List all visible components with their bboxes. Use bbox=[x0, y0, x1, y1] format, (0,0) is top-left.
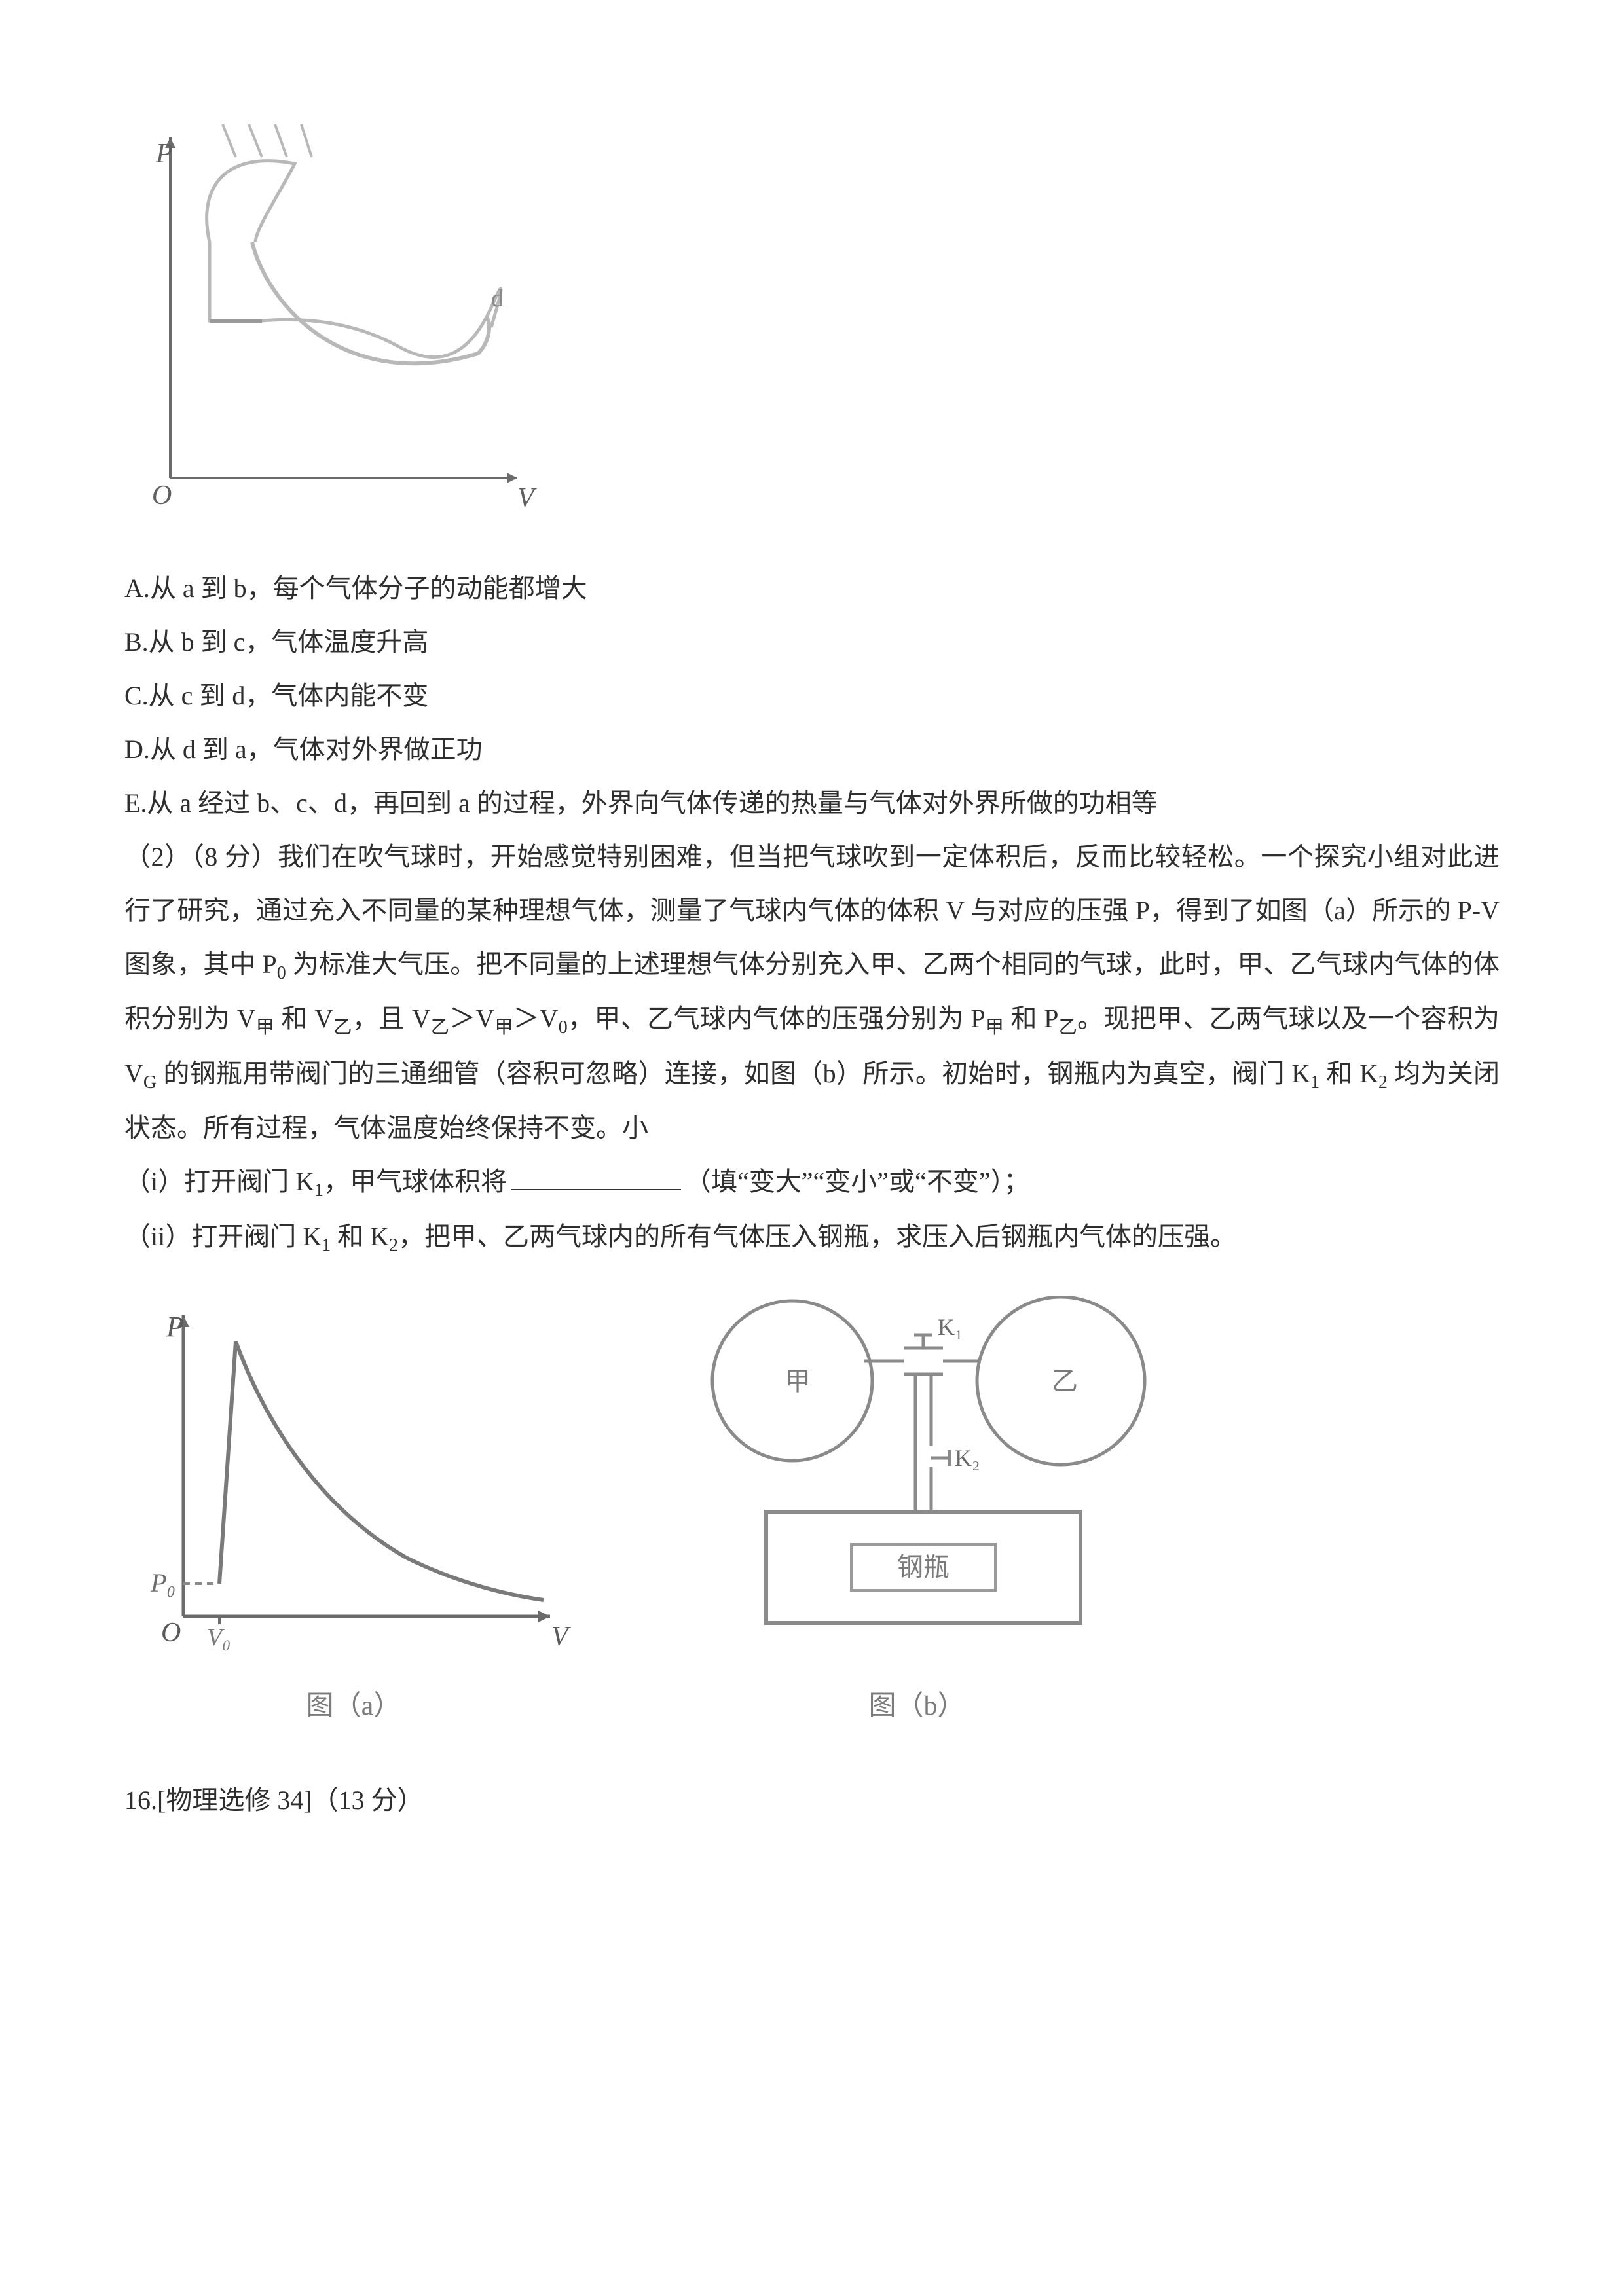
option-d: D.从 d 到 a，气体对外界做正功 bbox=[124, 723, 1500, 776]
svg-text:d: d bbox=[491, 285, 504, 312]
question-ii: （ii）打开阀门 K1 和 K2，把甲、乙两气球内的所有气体压入钢瓶，求压入后钢… bbox=[124, 1210, 1500, 1264]
figure-a: P P₀ O V₀ V 图（a） bbox=[131, 1296, 576, 1734]
svg-text:K₁: K₁ bbox=[938, 1314, 963, 1340]
svg-text:V₀: V₀ bbox=[207, 1624, 231, 1651]
figure-b-caption: 图（b） bbox=[868, 1678, 965, 1734]
option-b: B.从 b 到 c，气体温度升高 bbox=[124, 615, 1500, 669]
svg-text:甲: 甲 bbox=[784, 1366, 811, 1396]
figure-a-caption: 图（a） bbox=[306, 1678, 401, 1734]
q16-heading: 16.[物理选修 34]（13 分） bbox=[124, 1774, 1500, 1827]
svg-text:O: O bbox=[152, 481, 172, 511]
svg-text:P: P bbox=[166, 1311, 184, 1343]
top-pv-diagram: P O V d bbox=[124, 111, 1500, 549]
svg-text:V: V bbox=[517, 483, 537, 513]
option-a: A.从 a 到 b，每个气体分子的动能都增大 bbox=[124, 562, 1500, 615]
svg-text:V: V bbox=[551, 1622, 571, 1652]
option-e: E.从 a 经过 b、c、d，再回到 a 的过程，外界向气体传递的热量与气体对外… bbox=[124, 776, 1500, 830]
svg-text:O: O bbox=[161, 1618, 181, 1648]
svg-text:P: P bbox=[155, 139, 173, 169]
part2-intro: （2）（8 分）我们在吹气球时，开始感觉特别困难，但当把气球吹到一定体积后，反而… bbox=[124, 830, 1500, 1155]
svg-text:K₂: K₂ bbox=[955, 1445, 980, 1471]
blank-fill bbox=[511, 1165, 681, 1190]
question-i: （i）打开阀门 K1，甲气球体积将（填“变大”“变小”或“不变”）； bbox=[124, 1155, 1500, 1209]
svg-text:P₀: P₀ bbox=[150, 1568, 175, 1597]
svg-text:钢瓶: 钢瓶 bbox=[897, 1552, 950, 1582]
option-c: C.从 c 到 d，气体内能不变 bbox=[124, 669, 1500, 723]
svg-text:乙: 乙 bbox=[1052, 1366, 1078, 1396]
figure-b: 甲 乙 K₁ K₂ bbox=[668, 1296, 1166, 1734]
